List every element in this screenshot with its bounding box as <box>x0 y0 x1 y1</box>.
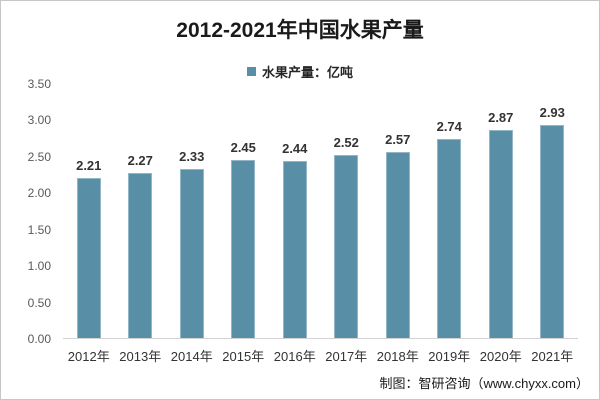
x-tick-label: 2015年 <box>222 349 265 364</box>
legend-label: 水果产量：亿吨 <box>261 65 353 80</box>
y-tick-label: 1.50 <box>27 222 51 237</box>
source-credit: 制图：智研咨询（www.chyxx.com） <box>379 376 589 391</box>
bar-value-label: 2.33 <box>179 148 205 164</box>
x-tick-label: 2021年 <box>531 349 574 364</box>
bar-cell: 2.27 <box>115 84 167 338</box>
bar-2020年 <box>488 129 513 338</box>
chart-title: 2012-2021年中国水果产量 <box>176 19 424 42</box>
bar-2012年 <box>76 177 101 338</box>
bar-value-label: 2.57 <box>385 131 411 147</box>
bar-cell: 2.33 <box>166 84 218 338</box>
bar-cell: 2.57 <box>372 84 424 338</box>
bar-value-label: 2.93 <box>539 105 565 121</box>
bar-cell: 2.52 <box>321 84 373 338</box>
legend: 水果产量：亿吨 <box>1 62 599 81</box>
y-tick-label: 2.00 <box>27 186 51 201</box>
bar-2016年 <box>282 160 307 338</box>
y-tick-label: 0.50 <box>27 295 51 310</box>
plot-area: 2.21 2.27 2.33 2.45 2.44 2.52 2.57 2.74 2.87 2.93 <box>63 84 578 339</box>
bar-value-label: 2.21 <box>76 157 102 173</box>
bar-2021年 <box>540 125 565 338</box>
y-tick-label: 0.00 <box>27 332 51 346</box>
x-tick-label: 2019年 <box>428 349 471 364</box>
x-tick-label: 2020年 <box>479 349 522 364</box>
bar-cell: 2.93 <box>527 84 579 338</box>
bar-2013年 <box>128 173 153 338</box>
bar-cell: 2.44 <box>269 84 321 338</box>
bar-value-label: 2.87 <box>488 109 514 125</box>
bar-2014年 <box>179 168 204 338</box>
bar-2015年 <box>231 160 256 338</box>
bar-cell: 2.21 <box>63 84 115 338</box>
x-tick-label: 2013年 <box>119 349 162 364</box>
bar-2017年 <box>334 155 359 338</box>
legend-swatch-icon <box>246 67 256 76</box>
bar-2019年 <box>437 139 462 338</box>
y-axis: 0.00 0.50 1.00 1.50 2.00 2.50 3.00 3.50 <box>1 77 53 346</box>
bar-value-label: 2.44 <box>282 140 308 156</box>
x-tick-label: 2017年 <box>325 349 368 364</box>
y-tick-label: 3.50 <box>27 77 51 91</box>
bar-value-label: 2.45 <box>230 140 256 156</box>
x-tick-label: 2012年 <box>67 349 110 364</box>
bar-value-label: 2.74 <box>436 119 462 135</box>
y-tick-label: 3.00 <box>27 113 51 128</box>
bar-cell: 2.87 <box>475 84 527 338</box>
bar-2018年 <box>385 151 410 338</box>
bar-value-label: 2.27 <box>127 153 153 169</box>
x-axis-labels: 2012年 2013年 2014年 2015年 2016年 2017年 2018年 2019年… <box>63 346 578 365</box>
y-tick-label: 2.50 <box>27 149 51 164</box>
x-tick-label: 2014年 <box>170 349 213 364</box>
bar-cell: 2.74 <box>424 84 476 338</box>
bar-cell: 2.45 <box>218 84 270 338</box>
bar-value-label: 2.52 <box>333 135 359 151</box>
y-tick-label: 1.00 <box>27 259 51 274</box>
x-tick-label: 2016年 <box>273 349 316 364</box>
x-tick-label: 2018年 <box>376 349 419 364</box>
